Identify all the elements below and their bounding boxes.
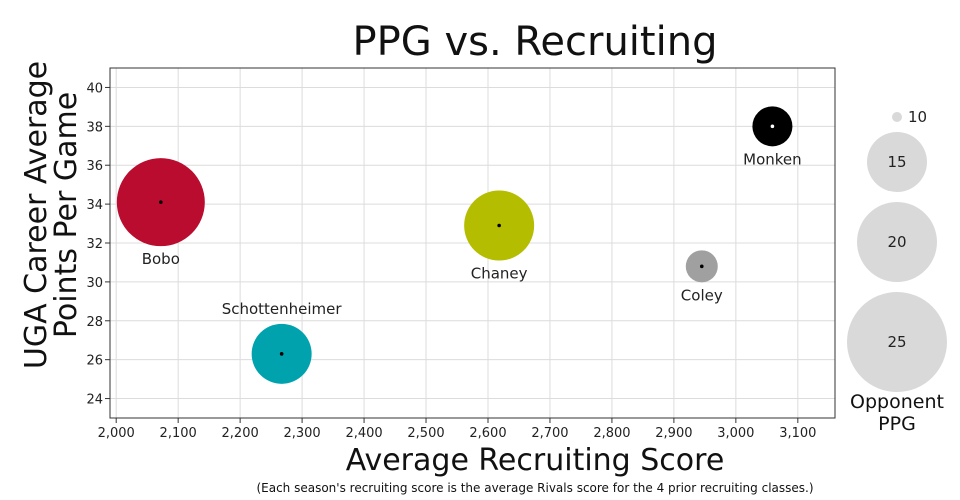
x-axis-title: Average Recruiting Score <box>346 443 725 478</box>
y-tick-label: 24 <box>86 393 103 408</box>
x-tick-label: 2,900 <box>655 426 692 441</box>
legend-bubble <box>847 292 947 392</box>
point-marker-bobo <box>159 200 163 204</box>
y-axis-title-line-1: UGA Career Average <box>19 61 54 369</box>
y-tick-label: 28 <box>86 315 103 330</box>
y-tick-label: 32 <box>86 237 103 252</box>
x-tick-label: 2,400 <box>345 426 382 441</box>
point-label-coley: Coley <box>681 286 723 304</box>
point-label-chaney: Chaney <box>471 265 528 283</box>
point-marker-coley <box>699 264 704 269</box>
y-axis-title-line-2: Points Per Game <box>49 92 84 338</box>
point-label-monken: Monken <box>743 150 802 168</box>
point-marker-chaney <box>497 223 501 228</box>
legend-size-label: 20 <box>887 233 906 251</box>
point-marker-schottenheimer <box>279 352 284 356</box>
x-tick-label: 3,100 <box>779 426 816 441</box>
x-tick-label: 2,800 <box>593 426 630 441</box>
y-tick-label: 26 <box>86 354 103 369</box>
x-tick-label: 2,100 <box>160 426 197 441</box>
footnote: (Each season's recruiting score is the a… <box>256 481 813 495</box>
y-tick-label: 30 <box>86 276 103 291</box>
legend-title-line-1: Opponent <box>850 391 944 413</box>
legend-bubble <box>892 112 902 122</box>
tick-layer: 2,000 2,100 2,200 2,300 2,400 2,500 2,600 2,700… <box>86 81 816 441</box>
y-axis-title: UGA Career Average Points Per Game <box>19 61 84 369</box>
x-tick-label: 3,000 <box>717 426 754 441</box>
x-tick-label: 2,600 <box>469 426 506 441</box>
y-tick-label: 34 <box>86 198 103 213</box>
legend-size-label: 15 <box>887 153 906 171</box>
legend-size-label: 10 <box>908 108 927 126</box>
bubble-layer: Bobo Schottenheimer Chaney Coley Monken <box>116 106 802 384</box>
y-tick-label: 40 <box>86 81 103 96</box>
point-label-bobo: Bobo <box>142 250 180 268</box>
legend-title-line-2: PPG <box>878 413 916 435</box>
x-tick-label: 2,200 <box>222 426 259 441</box>
legend-bubble <box>867 132 927 192</box>
legend-size-label: 25 <box>887 333 906 351</box>
point-label-schottenheimer: Schottenheimer <box>222 300 343 318</box>
x-tick-label: 2,700 <box>531 426 568 441</box>
y-tick-label: 38 <box>86 120 103 135</box>
point-marker-monken <box>770 124 775 129</box>
x-tick-label: 2,000 <box>98 426 135 441</box>
legend-bubble <box>857 202 937 282</box>
x-tick-label: 2,500 <box>407 426 444 441</box>
y-tick-label: 36 <box>86 159 103 174</box>
chart-title: PPG vs. Recruiting <box>353 19 718 65</box>
size-legend: 10 15 20 25 <box>847 108 947 392</box>
x-tick-label: 2,300 <box>283 426 320 441</box>
